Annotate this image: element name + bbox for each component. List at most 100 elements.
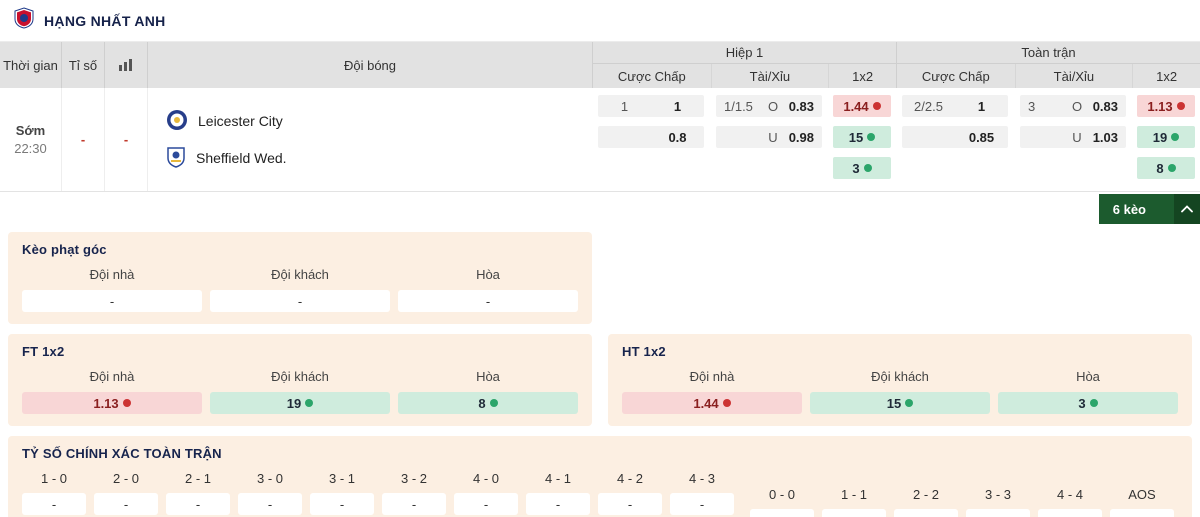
odds-trend-dot xyxy=(1171,133,1180,141)
fulltime-overunder-col: 3 O 0.83 U 1.03 xyxy=(1014,95,1132,191)
score-label: 2 - 1 xyxy=(184,471,211,486)
half1-over-odds[interactable]: 1/1.5 O 0.83 xyxy=(716,95,822,117)
away-team-row[interactable]: Sheffield Wed. xyxy=(166,146,592,171)
odds-value: 8 xyxy=(478,395,486,411)
fulltime-handicap-odds-2[interactable]: 0.85 xyxy=(902,126,1008,148)
score-odds[interactable]: - xyxy=(1110,509,1174,517)
half1-handicap-odds-1[interactable]: 1 1 xyxy=(598,95,704,117)
half1-under-odds[interactable]: U 0.98 xyxy=(716,126,822,148)
score-odds[interactable]: - xyxy=(22,493,86,515)
corner-odds-panel: Kèo phạt góc Đội nhà - Đội khách - Hòa - xyxy=(8,232,592,324)
corner-panel-title: Kèo phạt góc xyxy=(22,242,107,257)
fulltime-1x2-away-odds[interactable]: 19 xyxy=(1137,126,1195,148)
ht-draw-odds[interactable]: 3 xyxy=(998,392,1178,414)
score-odds[interactable]: - xyxy=(966,509,1030,517)
score-col-1-0: 1 - 0 - xyxy=(22,471,86,517)
odds-value: 1.44 xyxy=(843,98,869,114)
corner-away-col: Đội khách - xyxy=(210,267,390,312)
corner-draw-odds[interactable]: - xyxy=(398,290,578,312)
ou-line: 1/1.5 xyxy=(724,98,753,114)
ft-home-odds[interactable]: 1.13 xyxy=(22,392,202,414)
odds-trend-dot xyxy=(1167,164,1176,172)
score-col-1-1: 1 - 1 - xyxy=(822,487,886,517)
score-odds[interactable]: - xyxy=(598,493,662,515)
score-odds[interactable]: - xyxy=(670,493,734,515)
more-bets-label: 6 kèo xyxy=(1112,201,1146,217)
half1-1x2-away-odds[interactable]: 15 xyxy=(833,126,891,148)
half1-1x2-home-odds[interactable]: 1.44 xyxy=(833,95,891,117)
score-odds[interactable]: - xyxy=(822,509,886,517)
score-odds[interactable]: - xyxy=(94,493,158,515)
fulltime-handicap-odds-1[interactable]: 2/2.5 1 xyxy=(902,95,1008,117)
home-team-row[interactable]: Leicester City xyxy=(166,109,592,134)
league-crest-icon xyxy=(14,7,34,34)
empty-cell xyxy=(608,232,1192,324)
ft-draw-odds[interactable]: 8 xyxy=(398,392,578,414)
ht-1x2-panel: HT 1x2 Đội nhà 1.44 Đội khách 15 xyxy=(608,334,1192,426)
odds-value: 15 xyxy=(886,395,902,411)
score-label: 4 - 2 xyxy=(616,471,643,486)
corner-away-odds[interactable]: - xyxy=(210,290,390,312)
score-odds[interactable]: - xyxy=(382,493,446,515)
score-odds[interactable]: - xyxy=(238,493,302,515)
odds-trend-dot xyxy=(1089,399,1098,407)
score-col-3-3: 3 - 3 - xyxy=(966,487,1030,517)
odds-value: 1.44 xyxy=(693,395,719,411)
more-bets-toggle[interactable]: 6 kèo xyxy=(1098,194,1200,224)
correct-score-grid: 1 - 0 - 2 - 0 - 2 - 1 - xyxy=(22,471,734,517)
away-team-name: Sheffield Wed. xyxy=(196,150,287,166)
match-stat: - xyxy=(105,88,148,191)
fulltime-1x2-home-odds[interactable]: 1.13 xyxy=(1137,95,1195,117)
ft-away-odds[interactable]: 19 xyxy=(210,392,390,414)
odds-trend-dot xyxy=(722,399,731,407)
ft-away-label: Đội khách xyxy=(271,369,329,384)
score-odds[interactable]: - xyxy=(166,493,230,515)
corner-home-odds[interactable]: - xyxy=(22,290,202,312)
header-half1-handicap: Cược Chấp xyxy=(617,68,686,84)
league-title[interactable]: HẠNG NHẤT ANH xyxy=(44,12,166,29)
score-label: 4 - 3 xyxy=(688,471,715,486)
header-time: Thời gian xyxy=(0,42,62,88)
odds-value: 1.03 xyxy=(1092,129,1118,145)
fulltime-1x2-draw-odds[interactable]: 8 xyxy=(1137,157,1195,179)
score-odds[interactable]: - xyxy=(526,493,590,515)
odds-trend-dot xyxy=(1176,102,1185,110)
ht-home-odds[interactable]: 1.44 xyxy=(622,392,802,414)
score-label: 1 - 0 xyxy=(40,471,67,486)
score-odds[interactable]: - xyxy=(1038,509,1102,517)
score-odds[interactable]: - xyxy=(454,493,518,515)
header-half1-label: Hiệp 1 xyxy=(593,42,896,64)
handicap-line: 2/2.5 xyxy=(914,98,943,114)
fulltime-handicap-col: 2/2.5 1 0.85 xyxy=(896,95,1014,191)
score-label: 4 - 0 xyxy=(472,471,499,486)
score-odds[interactable]: - xyxy=(750,509,814,517)
markets-content: Kèo phạt góc Đội nhà - Đội khách - Hòa - xyxy=(0,224,1200,517)
score-col-0-0: 0 - 0 - xyxy=(750,487,814,517)
score-col-4-4: 4 - 4 - xyxy=(1038,487,1102,517)
fulltime-under-odds[interactable]: U 1.03 xyxy=(1020,126,1126,148)
odds-value: 1 xyxy=(673,98,682,114)
handicap-line: 1 xyxy=(620,98,629,114)
ou-side: U xyxy=(768,129,778,145)
header-team: Đội bóng xyxy=(343,57,397,73)
score-odds[interactable]: - xyxy=(894,509,958,517)
score-col-aos: AOS - xyxy=(1110,487,1174,517)
half1-1x2-draw-odds[interactable]: 3 xyxy=(833,157,891,179)
score-col-4-3: 4 - 3 - xyxy=(670,471,734,517)
odds-value: 19 xyxy=(1152,129,1168,145)
odds-trend-dot xyxy=(867,133,876,141)
league-header: HẠNG NHẤT ANH xyxy=(0,0,1200,42)
ft-1x2-panel: FT 1x2 Đội nhà 1.13 Đội khách 19 xyxy=(8,334,592,426)
header-fulltime-label: Toàn trận xyxy=(897,42,1200,64)
score-label: 4 - 4 xyxy=(1056,487,1083,502)
ou-line: 3 xyxy=(1028,98,1036,114)
draw-score-grid: 0 - 0 - 1 - 1 - 2 - 2 - 3 - 3 - xyxy=(750,487,1174,517)
half1-handicap-odds-2[interactable]: 0.8 xyxy=(598,126,704,148)
ht-away-odds[interactable]: 15 xyxy=(810,392,990,414)
score-odds[interactable]: - xyxy=(310,493,374,515)
fulltime-over-odds[interactable]: 3 O 0.83 xyxy=(1020,95,1126,117)
odds-value: 3 xyxy=(852,160,860,176)
match-time-cell: Sớm 22:30 xyxy=(0,88,62,191)
half1-1x2-col: 1.44 15 3 xyxy=(828,95,896,191)
